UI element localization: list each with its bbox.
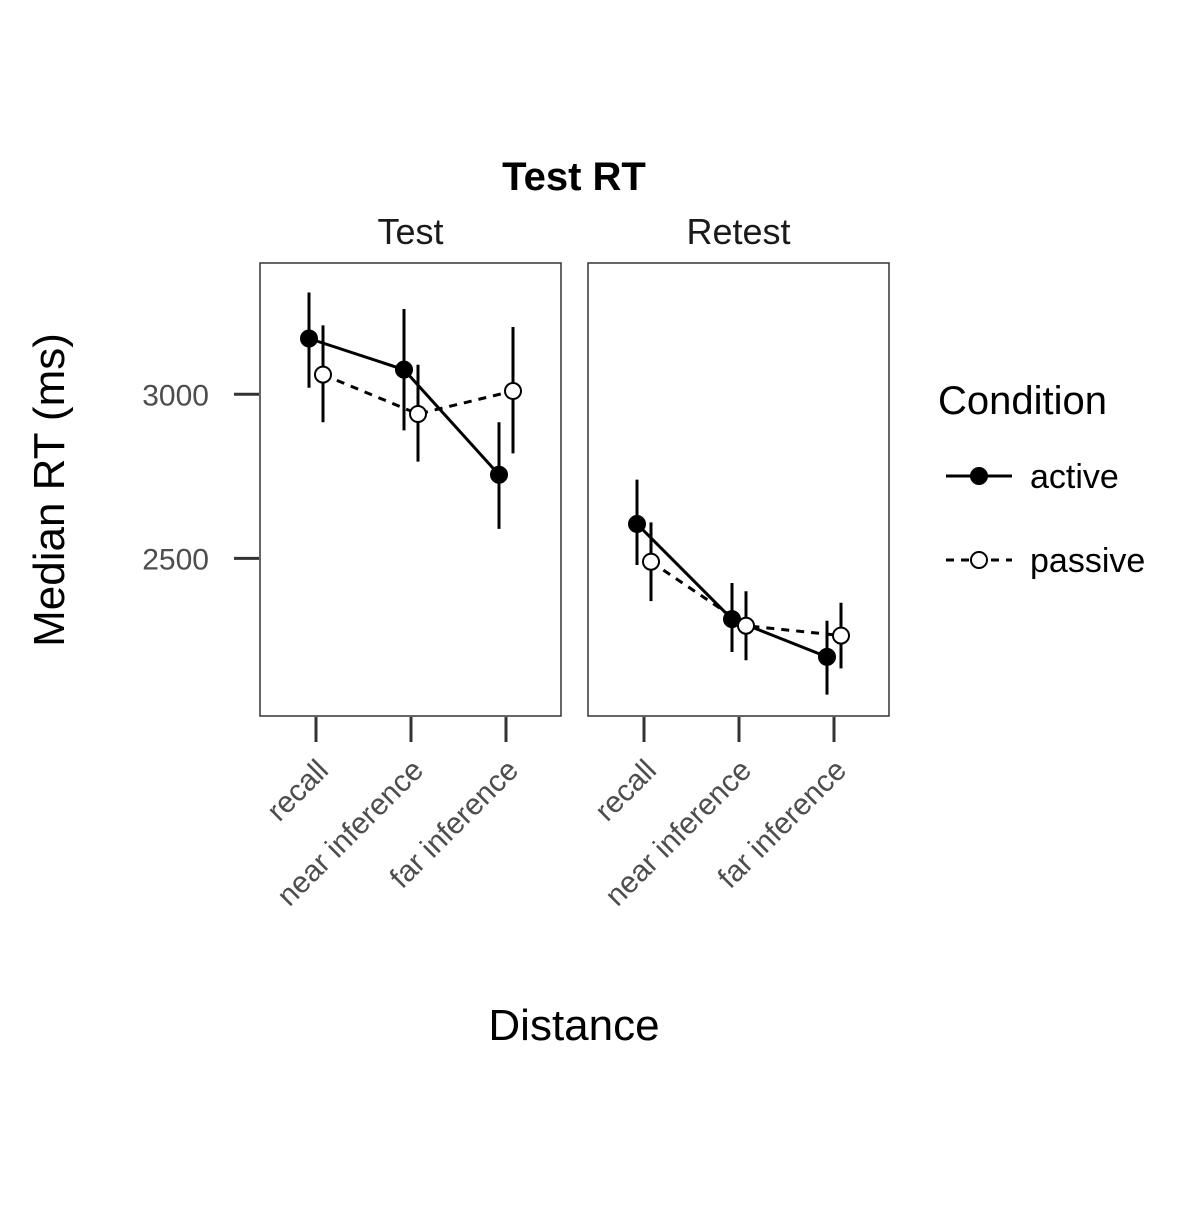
point-passive [314,365,332,384]
point-active [300,329,318,348]
point-passive [504,382,522,401]
legend-label-active: active [1030,458,1119,496]
point-passive [409,405,427,423]
facet-label-retest: Retest [686,211,790,252]
x-tick-label: recall [261,754,335,828]
legend-key-marker-passive [970,551,988,569]
series-line-passive-test [322,373,514,416]
x-axis-title: Distance [488,1001,659,1050]
y-tick-label: 3000 [142,379,209,412]
point-active [395,360,413,379]
point-passive [737,616,755,635]
point-active [628,514,646,533]
facet-label-test: Test [377,211,443,252]
point-passive [832,626,850,645]
panel-retest [587,262,890,717]
legend-key-marker-active [970,467,988,485]
x-tick-label: recall [589,754,663,828]
point-passive [642,552,660,571]
legend: Condition active passive [938,379,1145,580]
point-active [490,465,508,484]
y-axis-title: Median RT (ms) [25,333,74,647]
chart-title: Test RT [502,155,646,199]
legend-label-passive: passive [1030,542,1145,580]
point-active [818,647,836,666]
legend-title: Condition [938,379,1107,423]
y-tick-label: 2500 [142,543,209,576]
